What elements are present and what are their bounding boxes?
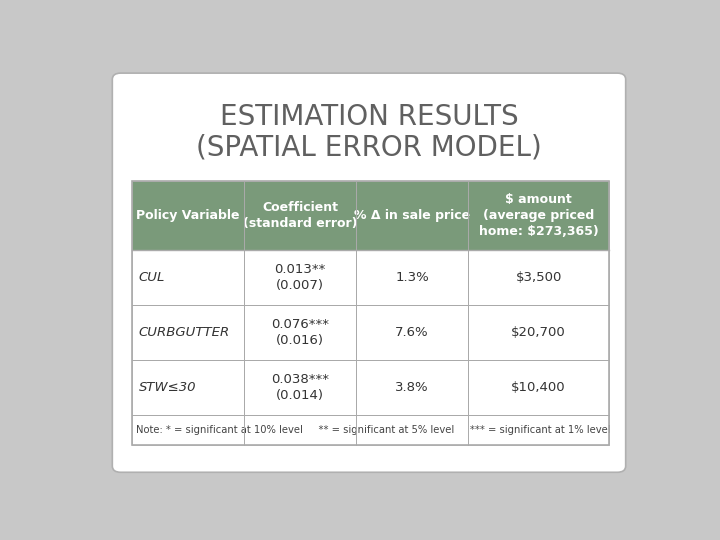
Bar [468, 360, 609, 415]
Text: $ amount
(average priced
home: $273,365): $ amount (average priced home: $273,365) [479, 193, 598, 238]
Text: Note: * = significant at 10% level     ** = significant at 5% level     *** = si: Note: * = significant at 10% level ** = … [136, 425, 611, 435]
Bar [468, 181, 609, 250]
Bar [356, 360, 468, 415]
Text: 3.8%: 3.8% [395, 381, 429, 394]
Bar [468, 250, 609, 305]
Text: 0.013**
(0.007): 0.013** (0.007) [274, 263, 325, 292]
Text: $20,700: $20,700 [511, 326, 566, 339]
Text: ESTIMATION RESULTS: ESTIMATION RESULTS [220, 103, 518, 131]
Text: $10,400: $10,400 [511, 381, 566, 394]
Bar [132, 181, 244, 250]
Text: (SPATIAL ERROR MODEL): (SPATIAL ERROR MODEL) [196, 134, 542, 162]
Bar [468, 305, 609, 360]
Text: Policy Variable: Policy Variable [136, 209, 240, 222]
Text: $3,500: $3,500 [516, 271, 562, 284]
Bar [356, 250, 468, 305]
Text: 0.038***
(0.014): 0.038*** (0.014) [271, 373, 329, 402]
Text: 7.6%: 7.6% [395, 326, 429, 339]
Bar [244, 305, 356, 360]
Bar [356, 305, 468, 360]
Text: CURBGUTTER: CURBGUTTER [138, 326, 230, 339]
Bar [356, 181, 468, 250]
Text: STW≤30: STW≤30 [138, 381, 196, 394]
Text: Coefficient
(standard error): Coefficient (standard error) [243, 201, 357, 230]
Text: 1.3%: 1.3% [395, 271, 429, 284]
Bar [132, 305, 244, 360]
Bar [132, 250, 244, 305]
Bar [244, 360, 356, 415]
Text: 0.076***
(0.016): 0.076*** (0.016) [271, 318, 329, 347]
Bar [132, 415, 609, 446]
Text: CUL: CUL [138, 271, 165, 284]
Bar [132, 360, 244, 415]
Bar [132, 181, 609, 445]
FancyBboxPatch shape [112, 73, 626, 472]
Bar [244, 181, 356, 250]
Bar [244, 250, 356, 305]
Text: % Δ in sale price: % Δ in sale price [354, 209, 470, 222]
